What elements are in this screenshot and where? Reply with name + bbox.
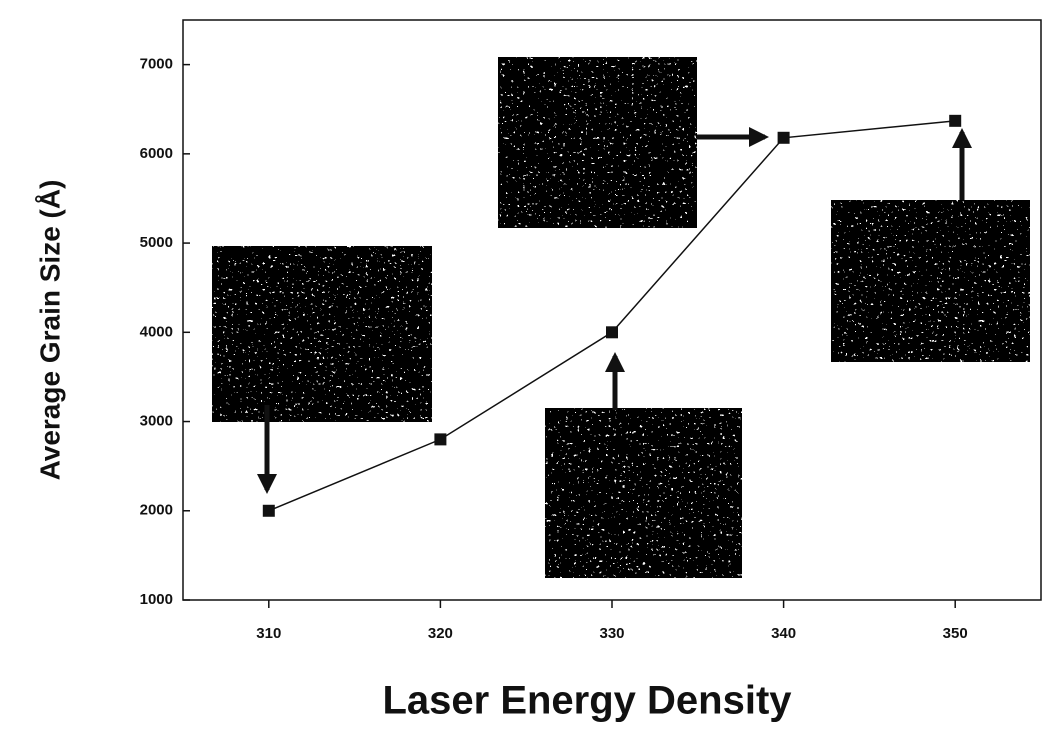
marker <box>434 433 447 446</box>
x-axis-title: Laser Energy Density <box>382 679 792 723</box>
insets <box>212 57 1030 578</box>
micrograph <box>212 246 432 422</box>
x-tick-label: 340 <box>771 625 796 642</box>
y-axis-title: Average Grain Size (Å) <box>34 180 65 481</box>
y-tick-label: 6000 <box>140 145 173 162</box>
marker <box>777 131 790 144</box>
micrograph <box>545 408 742 578</box>
y-tick-label: 1000 <box>140 591 173 608</box>
y-tick-label: 4000 <box>140 323 173 340</box>
y-tick-label: 2000 <box>140 502 173 519</box>
x-tick-label: 310 <box>256 625 281 642</box>
marker <box>262 504 275 517</box>
y-tick-label: 7000 <box>140 56 173 73</box>
micrograph <box>831 200 1030 362</box>
x-tick-label: 320 <box>428 625 453 642</box>
marker <box>606 326 618 339</box>
marker <box>949 114 962 127</box>
y-tick-label: 3000 <box>140 413 173 430</box>
x-tick-label: 350 <box>943 625 968 642</box>
x-tick-label: 330 <box>599 625 624 642</box>
y-tick-label: 5000 <box>140 234 173 251</box>
micrograph <box>498 57 697 228</box>
